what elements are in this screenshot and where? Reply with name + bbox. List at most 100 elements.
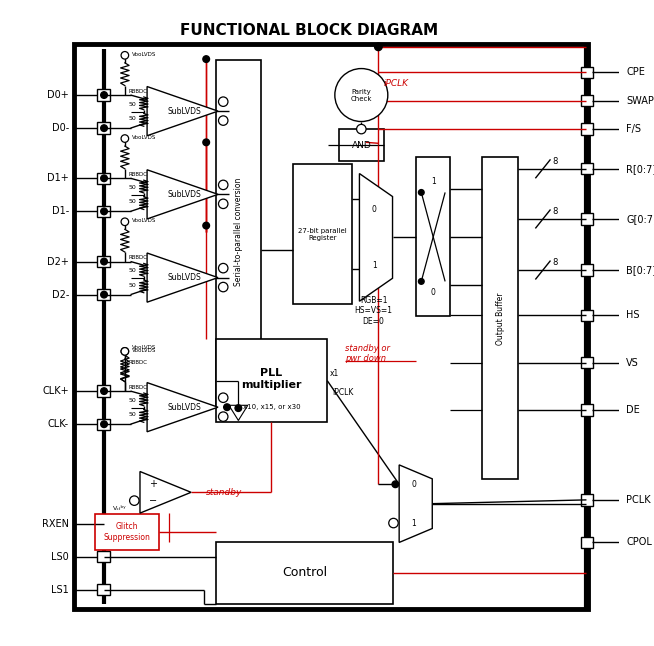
Text: VᴅᴏLVDS: VᴅᴏLVDS xyxy=(132,348,157,353)
Polygon shape xyxy=(399,465,432,543)
Text: 8: 8 xyxy=(553,207,558,216)
Circle shape xyxy=(101,388,107,395)
Text: SWAP: SWAP xyxy=(626,96,654,106)
Text: Serial-to-parallel conversion: Serial-to-parallel conversion xyxy=(234,178,243,286)
Text: HS: HS xyxy=(626,311,640,320)
Bar xyxy=(416,158,450,317)
Polygon shape xyxy=(147,87,218,136)
Bar xyxy=(581,404,593,415)
Bar xyxy=(581,67,593,78)
Bar xyxy=(581,264,593,276)
Circle shape xyxy=(101,92,107,98)
Circle shape xyxy=(218,393,228,402)
Text: D0+: D0+ xyxy=(47,90,69,100)
Text: 0: 0 xyxy=(431,288,436,297)
Text: D1-: D1- xyxy=(52,206,69,216)
Text: VS: VS xyxy=(626,358,639,368)
Polygon shape xyxy=(360,174,392,301)
Circle shape xyxy=(218,282,228,292)
Circle shape xyxy=(218,180,228,190)
Text: 1: 1 xyxy=(372,261,377,270)
Text: 50: 50 xyxy=(128,116,136,121)
Bar xyxy=(581,310,593,321)
Text: RBBDC: RBBDC xyxy=(129,360,148,365)
Polygon shape xyxy=(229,405,248,421)
Text: RBBDC: RBBDC xyxy=(129,385,148,390)
Text: RGB=1
HS=VS=1
DE=0: RGB=1 HS=VS=1 DE=0 xyxy=(354,296,392,326)
Circle shape xyxy=(101,125,107,132)
Text: iPCLK: iPCLK xyxy=(384,79,409,89)
Text: RBBDC: RBBDC xyxy=(129,255,148,260)
Bar xyxy=(97,123,110,134)
Bar xyxy=(216,339,327,422)
Text: AND: AND xyxy=(351,141,371,150)
Circle shape xyxy=(392,481,399,488)
Text: 50: 50 xyxy=(128,283,136,287)
Text: VᴅᴏLVDS: VᴅᴏLVDS xyxy=(132,52,157,57)
Circle shape xyxy=(224,404,230,410)
Text: PLL
multiplier: PLL multiplier xyxy=(241,368,301,390)
Text: DE: DE xyxy=(626,405,640,415)
Text: RBBDC: RBBDC xyxy=(129,172,148,177)
Text: 27-bit parallel
Register: 27-bit parallel Register xyxy=(298,227,347,240)
Circle shape xyxy=(375,43,382,50)
Circle shape xyxy=(129,496,139,505)
Bar xyxy=(97,172,110,184)
Bar xyxy=(74,44,589,609)
Circle shape xyxy=(101,291,107,298)
Bar xyxy=(216,543,394,604)
Polygon shape xyxy=(140,472,191,513)
Circle shape xyxy=(121,52,129,59)
Circle shape xyxy=(203,222,209,229)
Text: x1: x1 xyxy=(330,369,339,378)
Text: standby: standby xyxy=(206,488,243,497)
Bar xyxy=(97,256,110,267)
Text: VᴅᴏLVDS: VᴅᴏLVDS xyxy=(132,135,157,140)
Text: SubLVDS: SubLVDS xyxy=(167,402,201,412)
Text: Parity
Check: Parity Check xyxy=(351,89,372,101)
Text: −: − xyxy=(149,495,158,506)
Text: LS1: LS1 xyxy=(51,585,69,595)
Bar xyxy=(95,514,159,550)
Text: R[0:7]: R[0:7] xyxy=(626,164,654,174)
Text: 50: 50 xyxy=(128,200,136,204)
Text: RXEN: RXEN xyxy=(42,519,69,528)
Text: Vₛₜᵇʸ: Vₛₜᵇʸ xyxy=(113,506,127,511)
Text: Control: Control xyxy=(282,566,327,579)
Text: SubLVDS: SubLVDS xyxy=(167,190,201,199)
Bar xyxy=(483,158,519,479)
Circle shape xyxy=(101,258,107,265)
Circle shape xyxy=(218,199,228,209)
Bar xyxy=(97,518,110,529)
Text: CLK-: CLK- xyxy=(48,419,69,429)
Text: CPOL: CPOL xyxy=(626,537,652,547)
Circle shape xyxy=(218,97,228,107)
Text: 0: 0 xyxy=(372,205,377,214)
Bar xyxy=(97,205,110,217)
Bar xyxy=(97,386,110,397)
Circle shape xyxy=(218,264,228,273)
Text: 50: 50 xyxy=(128,185,136,190)
Bar xyxy=(581,357,593,368)
Bar xyxy=(97,89,110,101)
Bar xyxy=(97,419,110,430)
Text: 8: 8 xyxy=(553,157,558,166)
Circle shape xyxy=(203,56,209,63)
Text: RBBDC: RBBDC xyxy=(129,89,148,94)
Text: 50: 50 xyxy=(128,269,136,273)
Text: 1: 1 xyxy=(411,519,417,528)
Bar xyxy=(339,129,384,162)
Circle shape xyxy=(101,208,107,214)
Circle shape xyxy=(121,348,129,355)
Text: D2-: D2- xyxy=(52,289,69,300)
Text: iPCLK: iPCLK xyxy=(332,388,353,397)
Text: Glitch
Suppression: Glitch Suppression xyxy=(103,523,150,542)
Text: Output Buffer: Output Buffer xyxy=(496,292,505,344)
Circle shape xyxy=(218,412,228,421)
Text: 50: 50 xyxy=(128,412,136,417)
Text: CPE: CPE xyxy=(626,67,645,78)
Text: 50: 50 xyxy=(128,102,136,107)
Text: FUNCTIONAL BLOCK DIAGRAM: FUNCTIONAL BLOCK DIAGRAM xyxy=(181,23,438,38)
Text: LS0: LS0 xyxy=(51,552,69,561)
Bar xyxy=(97,584,110,596)
